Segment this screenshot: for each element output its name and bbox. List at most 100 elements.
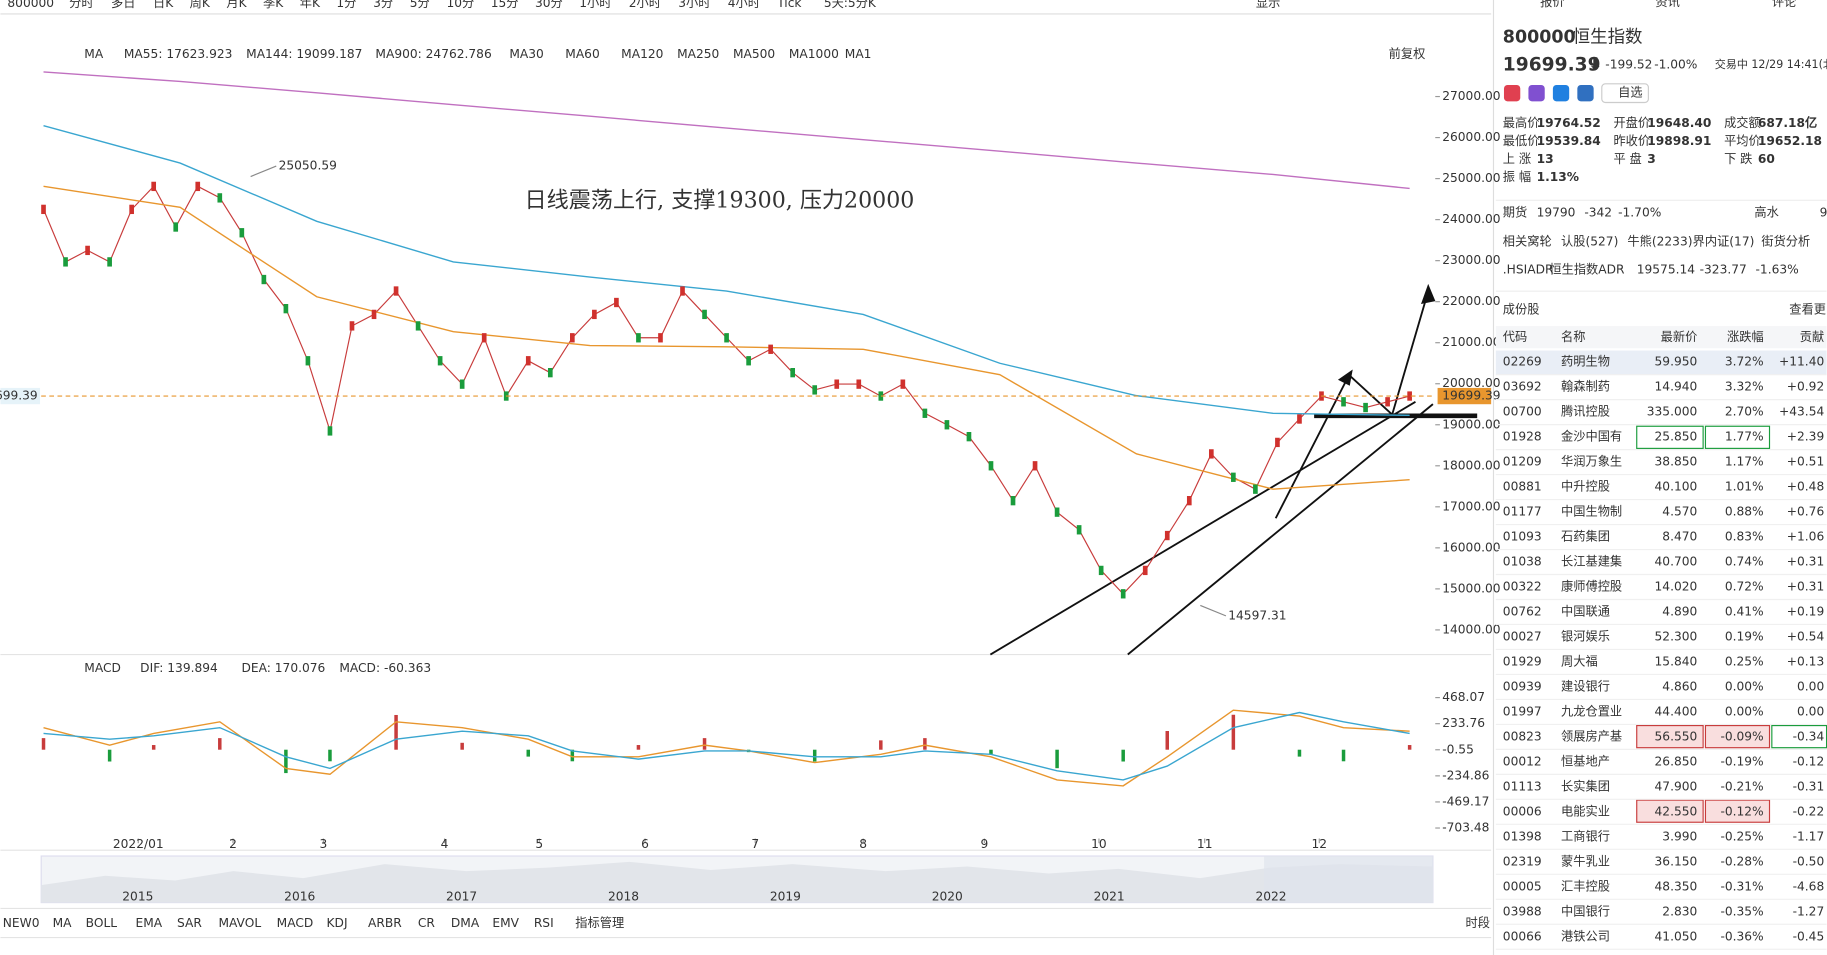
more-link[interactable]: 查看更 — [1789, 302, 1826, 316]
table-cell[interactable]: 03988 — [1503, 904, 1542, 918]
toolbar-item[interactable]: 5分 — [410, 0, 430, 10]
watch-button-label[interactable]: 自选 — [1618, 86, 1642, 100]
table-cell[interactable]: 康师傅控股 — [1561, 579, 1622, 594]
indicator-tab[interactable]: MAVOL — [218, 916, 261, 930]
table-cell[interactable]: 00762 — [1503, 605, 1542, 619]
indicator-tab[interactable]: DMA — [451, 916, 480, 930]
toolbar-item[interactable]: 3分 — [373, 0, 393, 10]
toolbar-item[interactable]: 3小时 — [678, 0, 710, 10]
table-cell[interactable]: 中升控股 — [1561, 479, 1610, 494]
table-cell[interactable]: 01177 — [1503, 505, 1542, 519]
panel-tab[interactable]: 报价 — [1540, 0, 1564, 9]
indicator-tab[interactable]: 指标管理 — [575, 915, 624, 930]
warrant-link[interactable]: 牛熊(2233) — [1627, 234, 1692, 249]
toolbar-item[interactable]: 15分 — [491, 0, 519, 10]
table-cell[interactable]: 翰森制药 — [1561, 379, 1610, 394]
table-cell[interactable]: 恒基地产 — [1561, 754, 1610, 768]
warrant-link[interactable]: 界内证(17) — [1693, 235, 1755, 249]
table-cell[interactable]: 00005 — [1503, 879, 1542, 893]
navigator-window[interactable] — [1264, 856, 1433, 903]
indicator-tab[interactable]: RSI — [534, 916, 554, 930]
table-cell[interactable]: 03692 — [1503, 380, 1542, 394]
toolbar-item[interactable]: 月K — [226, 0, 247, 10]
table-cell[interactable]: 蒙牛乳业 — [1561, 853, 1610, 868]
toolbar-item[interactable]: 10分 — [446, 0, 474, 10]
quick-icon[interactable] — [1552, 85, 1570, 102]
toolbar-item[interactable]: 5天:5分K — [824, 0, 877, 10]
indicator-tab[interactable]: NEW0 — [3, 916, 40, 930]
warrant-link[interactable]: 街货分析 — [1761, 234, 1810, 249]
table-cell[interactable]: 00823 — [1503, 729, 1542, 743]
toolbar-item[interactable]: 2小时 — [629, 0, 661, 10]
table-cell[interactable]: 长实集团 — [1561, 778, 1610, 793]
panel-tab[interactable]: 资讯 — [1655, 0, 1679, 9]
table-cell[interactable]: 00012 — [1503, 754, 1542, 768]
table-cell[interactable]: 01398 — [1503, 829, 1542, 843]
table-cell[interactable]: 00700 — [1503, 405, 1542, 419]
table-cell[interactable]: 长江基建集 — [1561, 554, 1622, 569]
indicator-tab[interactable]: BOLL — [86, 916, 118, 930]
table-cell[interactable]: 00066 — [1503, 929, 1542, 943]
toolbar-item[interactable]: 季K — [263, 0, 284, 10]
toolbar-item[interactable]: 日K — [153, 0, 174, 10]
indicator-tab[interactable]: EMA — [136, 916, 163, 930]
table-cell[interactable]: 00881 — [1503, 480, 1542, 494]
table-cell[interactable]: 周大福 — [1561, 653, 1598, 668]
table-cell[interactable]: 华润万象生 — [1561, 454, 1622, 469]
indicator-tab[interactable]: ARBR — [368, 916, 402, 930]
quick-icon[interactable] — [1528, 85, 1545, 102]
table-cell[interactable]: 01209 — [1503, 455, 1542, 469]
table-cell[interactable]: 腾讯控股 — [1561, 404, 1610, 419]
table-cell[interactable]: 02269 — [1503, 355, 1542, 369]
table-cell[interactable]: 01997 — [1503, 704, 1542, 718]
table-cell[interactable]: 01093 — [1503, 530, 1542, 544]
toolbar-item[interactable]: 年K — [300, 0, 321, 10]
table-cell[interactable]: 00322 — [1503, 580, 1542, 594]
adjust-button[interactable]: 前复权 — [1389, 46, 1426, 61]
table-cell[interactable]: 银河娱乐 — [1561, 629, 1610, 643]
table-cell[interactable]: 电能实业 — [1561, 803, 1610, 818]
table-cell[interactable]: 01929 — [1503, 654, 1542, 668]
table-cell[interactable]: 工商银行 — [1561, 828, 1610, 843]
toolbar-item[interactable]: 30分 — [535, 0, 563, 10]
toolbar-item[interactable]: 分时 — [69, 0, 93, 10]
table-cell[interactable]: 02319 — [1503, 854, 1542, 868]
table-cell[interactable]: 石药集团 — [1561, 529, 1610, 544]
table-cell[interactable]: 00027 — [1503, 629, 1542, 643]
watch-button[interactable] — [1601, 83, 1649, 104]
toolbar-item[interactable]: 1分 — [336, 0, 356, 10]
quick-icon[interactable] — [1503, 85, 1521, 102]
toolbar-item[interactable]: 显示 — [1256, 0, 1280, 10]
table-cell[interactable]: 领展房产基 — [1561, 728, 1622, 743]
table-cell[interactable]: 00939 — [1503, 679, 1542, 693]
table-cell[interactable]: 00006 — [1503, 804, 1542, 818]
indicator-tab[interactable]: CR — [418, 916, 436, 930]
table-cell[interactable]: 药明生物 — [1561, 355, 1610, 369]
toolbar-item[interactable]: 1小时 — [579, 0, 611, 10]
indicator-tab[interactable]: EMV — [492, 916, 519, 930]
table-cell[interactable]: 01928 — [1503, 430, 1542, 444]
indicator-tab[interactable]: MACD — [277, 916, 314, 930]
toolbar-item[interactable]: 周K — [190, 0, 211, 10]
table-cell[interactable]: 中国生物制 — [1561, 504, 1622, 519]
indicator-tab[interactable]: KDJ — [327, 916, 348, 930]
warrant-link[interactable]: 认股(527) — [1561, 235, 1618, 249]
quick-icon[interactable] — [1577, 85, 1594, 102]
table-cell[interactable]: 汇丰控股 — [1561, 879, 1610, 893]
table-cell[interactable]: 中国联通 — [1561, 604, 1610, 619]
panel-tab[interactable]: 评论 — [1772, 0, 1796, 9]
table-cell[interactable]: 九龙仓置业 — [1561, 704, 1622, 718]
table-cell[interactable]: 建设银行 — [1561, 679, 1610, 693]
table-cell[interactable]: 金沙中国有 — [1561, 429, 1622, 444]
indicator-tab[interactable]: MA — [53, 916, 73, 930]
table-cell[interactable]: 中国银行 — [1561, 903, 1610, 918]
table-cell[interactable]: 港铁公司 — [1561, 929, 1610, 943]
toolbar-item[interactable]: 800000 — [7, 0, 54, 10]
toolbar-item[interactable]: Tick — [776, 0, 802, 10]
table-cell[interactable]: 01038 — [1503, 555, 1542, 569]
toolbar-item[interactable]: 4小时 — [728, 0, 760, 10]
table-cell[interactable]: 01113 — [1503, 779, 1542, 793]
indicator-tab[interactable]: SAR — [177, 916, 202, 930]
toolbar-item[interactable]: 多日 — [111, 0, 135, 10]
period-button[interactable]: 时段 — [1466, 915, 1490, 930]
